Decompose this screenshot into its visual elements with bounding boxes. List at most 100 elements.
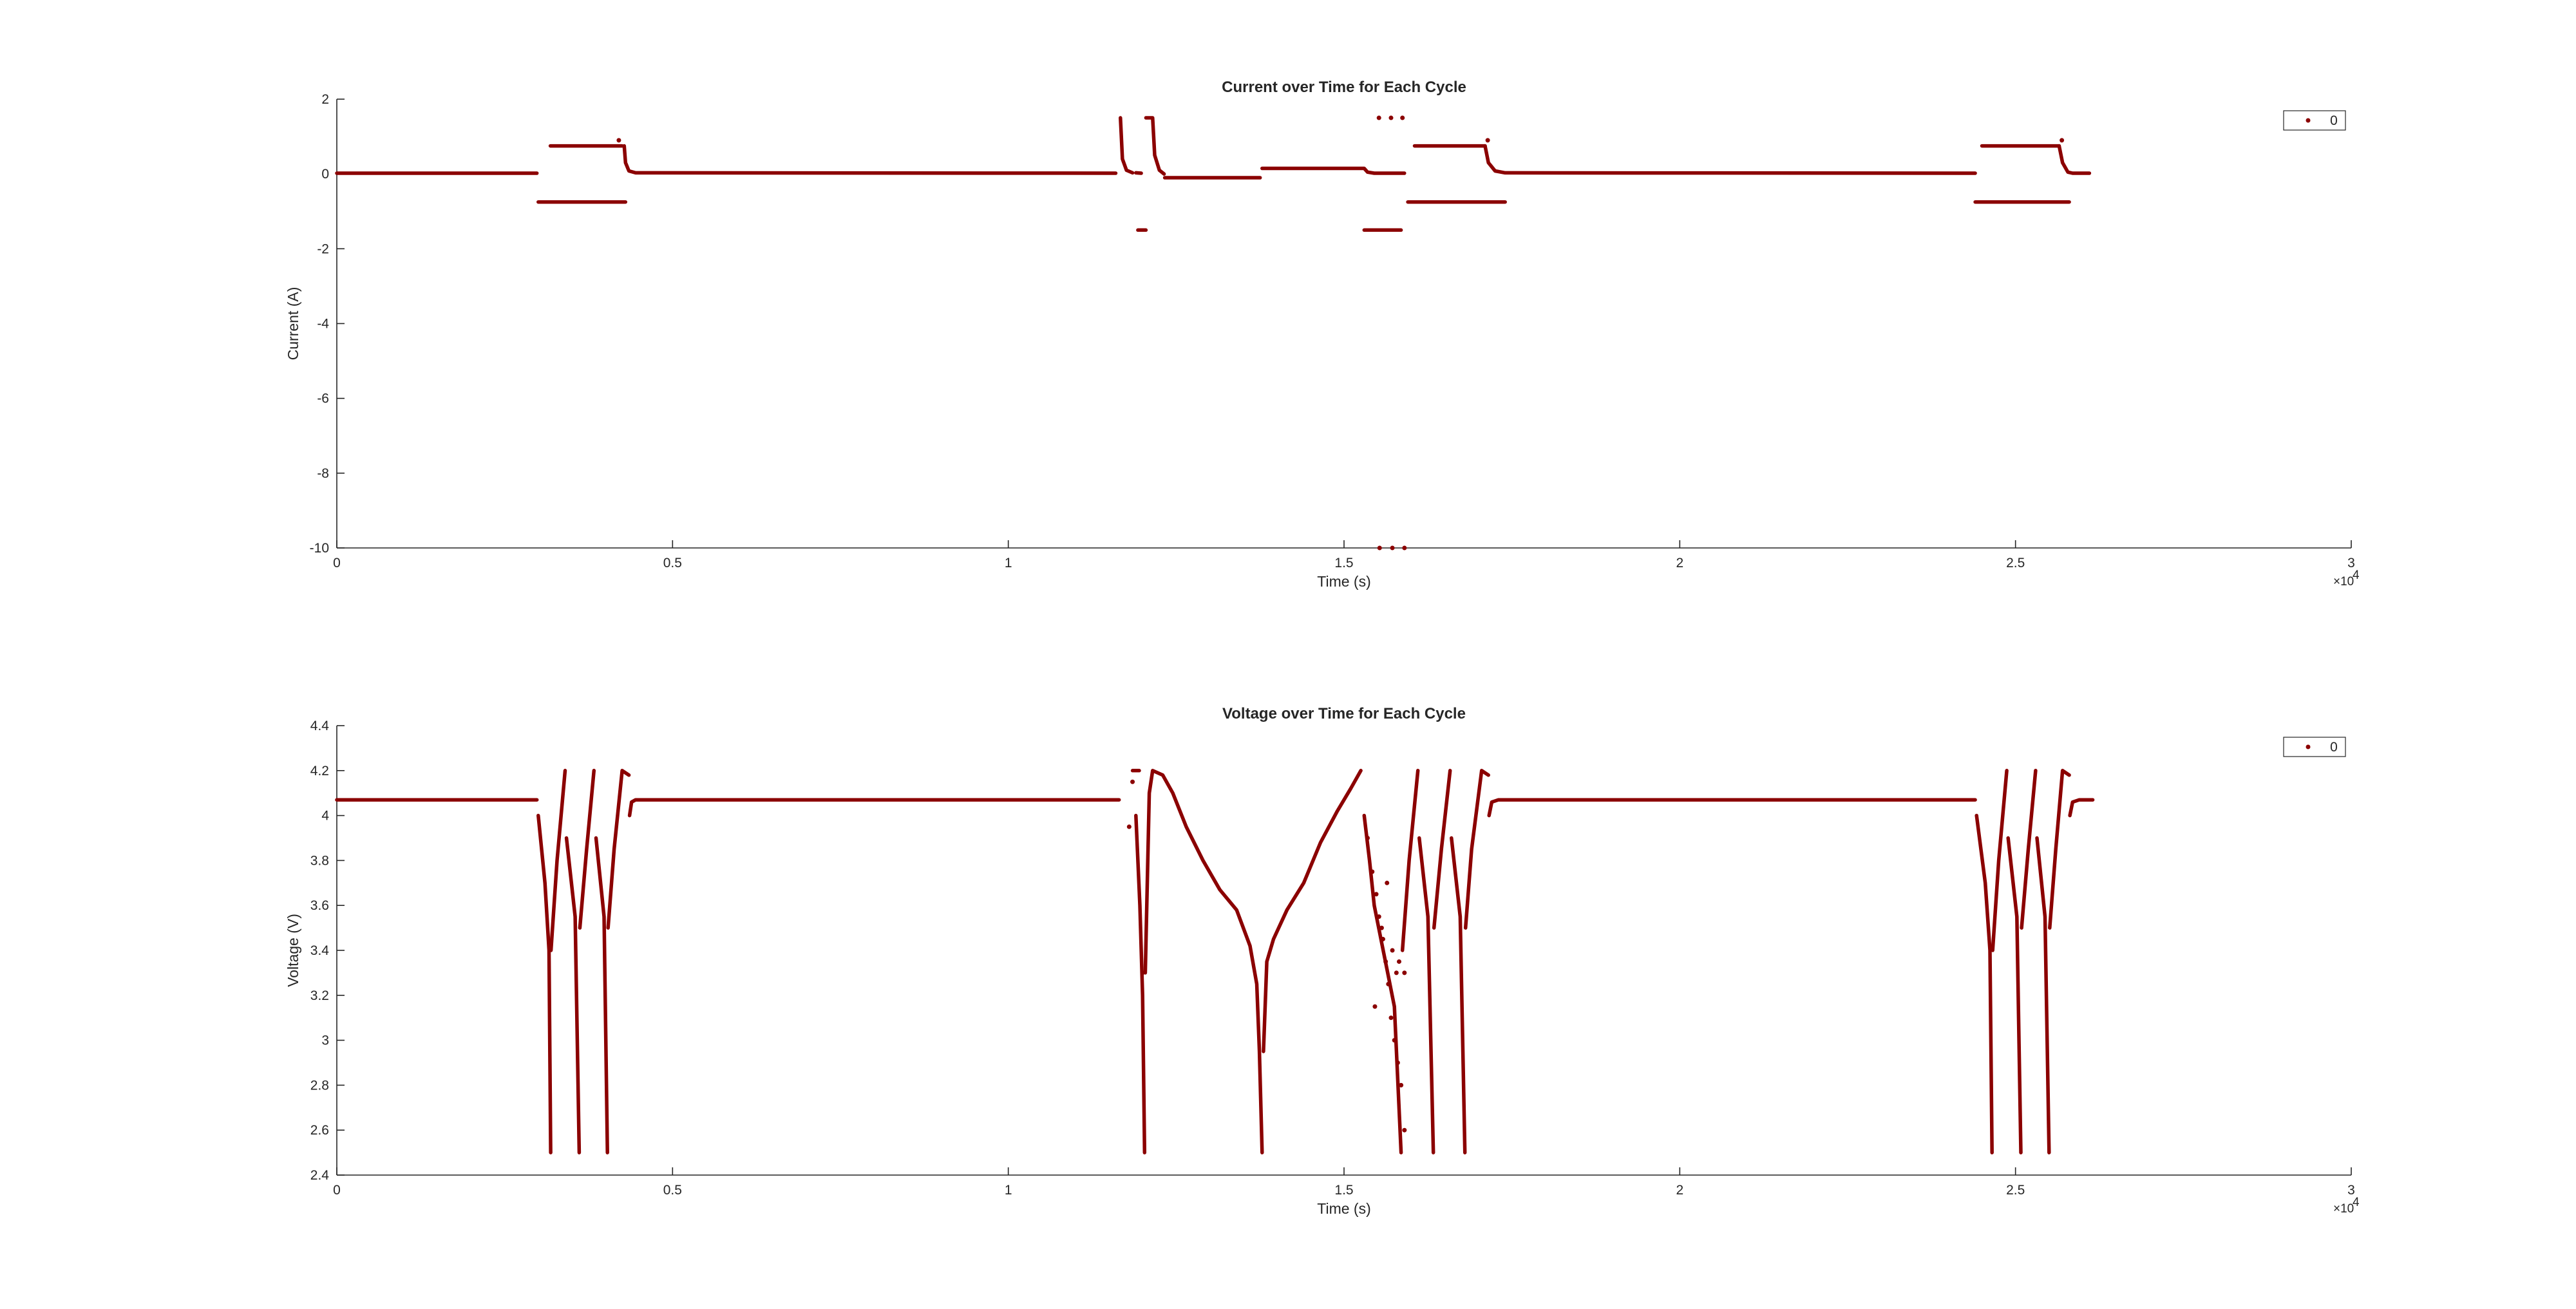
data-point [1365,836,1370,840]
data-point [1402,970,1407,975]
x-tick-label: 0.5 [663,1183,682,1198]
x-tick-label: 2.5 [2006,1183,2025,1198]
data-point [616,138,621,143]
x-tick-label: 1.5 [1334,556,1353,570]
data-point [1385,880,1390,885]
data-trace [1119,116,1135,175]
y-axis-label: Voltage (V) [285,914,301,987]
legend-box [2283,110,2346,131]
data-trace [1362,813,1403,1154]
data-point [1394,970,1399,975]
data-trace [1487,798,1977,818]
series-0 [335,115,2092,551]
x-tick-label: 2 [1676,556,1683,570]
data-point [1399,1082,1404,1088]
data-point [1383,959,1388,964]
data-trace [622,144,1118,175]
data-point [2060,138,2065,143]
data-point [1379,925,1384,930]
y-tick-label: -8 [317,466,329,481]
legend-label: 0 [2330,113,2338,128]
data-point [1395,1060,1400,1065]
x-tick-label: 3 [2347,1183,2355,1198]
data-point [1130,779,1135,784]
data-trace [2035,836,2051,1154]
y-tick-label: 3.2 [310,988,329,1003]
data-point [1380,937,1385,942]
series-0 [335,769,2095,1154]
x-axis-label: Time (s) [1317,1200,1370,1217]
x-tick-label: 0 [333,556,341,570]
data-trace [1450,836,1467,1154]
y-tick-label: -10 [310,541,329,556]
data-trace [1975,813,1994,1154]
data-point [1140,970,1145,975]
data-trace [1417,836,1435,1154]
y-tick-label: -2 [317,241,329,256]
x-tick-label: 1 [1005,1183,1012,1198]
data-point [1402,1127,1407,1133]
data-trace [627,798,1121,818]
legend-marker [2306,744,2311,749]
x-exponent-label: ×10 [2333,575,2354,589]
voltage-chart: 0 0.5 1 1.5 2 2.5 3 2.4 2.6 2.8 3 3.2 3.4 3.6 3.8 4 4.2 4… [285,705,2360,1217]
x-tick-label: 1 [1005,556,1012,570]
data-trace [578,769,596,930]
data-trace [2048,769,2071,930]
y-tick-label: 2.4 [310,1168,330,1183]
y-tick-label: 2 [321,92,329,107]
x-tick-label: 2 [1676,1183,1683,1198]
y-tick-label: -6 [317,391,329,406]
chart-title: Voltage over Time for Each Cycle [1222,705,1466,722]
data-point [1396,959,1401,964]
data-point [1388,115,1394,120]
y-tick-label: 2.6 [310,1123,329,1138]
data-trace [1400,769,1420,952]
y-tick-label: 3 [321,1033,329,1048]
data-trace [1483,144,1977,175]
data-trace [1432,769,1452,930]
data-trace [594,836,609,1154]
x-tick-label: 1.5 [1334,1183,1353,1198]
data-trace [2057,144,2092,175]
legend-marker [2306,118,2311,123]
y-tick-label: 3.4 [310,943,330,958]
y-tick-label: 4 [321,809,329,824]
data-point [1376,914,1381,919]
data-trace [536,813,553,1154]
data-trace [1134,813,1147,1154]
data-point [1374,892,1379,897]
data-point [1370,869,1375,874]
legend-label: 0 [2330,740,2338,755]
data-trace [2068,798,2095,818]
data-point [1372,1004,1378,1009]
y-axis-label: Current (A) [285,287,301,361]
data-trace [1463,769,1490,930]
y-tick-label: -4 [317,317,329,332]
data-point [1402,545,1407,551]
data-trace [1260,166,1406,175]
x-tick-label: 0.5 [663,556,682,570]
data-point [1485,138,1490,143]
data-trace [549,769,567,952]
y-tick-label: 0 [321,167,329,182]
x-tick-label: 0 [333,1183,341,1198]
y-tick-label: 3.6 [310,898,329,913]
data-point [1400,115,1405,120]
data-trace [1144,116,1166,176]
data-point [1377,545,1382,551]
y-tick-label: 4.2 [310,764,329,778]
chart-title: Current over Time for Each Cycle [1222,79,1466,96]
data-trace [606,769,631,930]
data-trace [1143,769,1264,1154]
data-point [1390,948,1395,953]
x-tick-label: 3 [2347,556,2355,570]
data-trace [2020,769,2038,930]
data-point [1390,545,1395,551]
data-point [1386,981,1391,986]
x-exponent-power: 4 [2353,569,2360,582]
x-exponent-label: ×10 [2333,1202,2354,1216]
data-trace [1262,769,1363,1053]
data-trace [1991,769,2009,952]
